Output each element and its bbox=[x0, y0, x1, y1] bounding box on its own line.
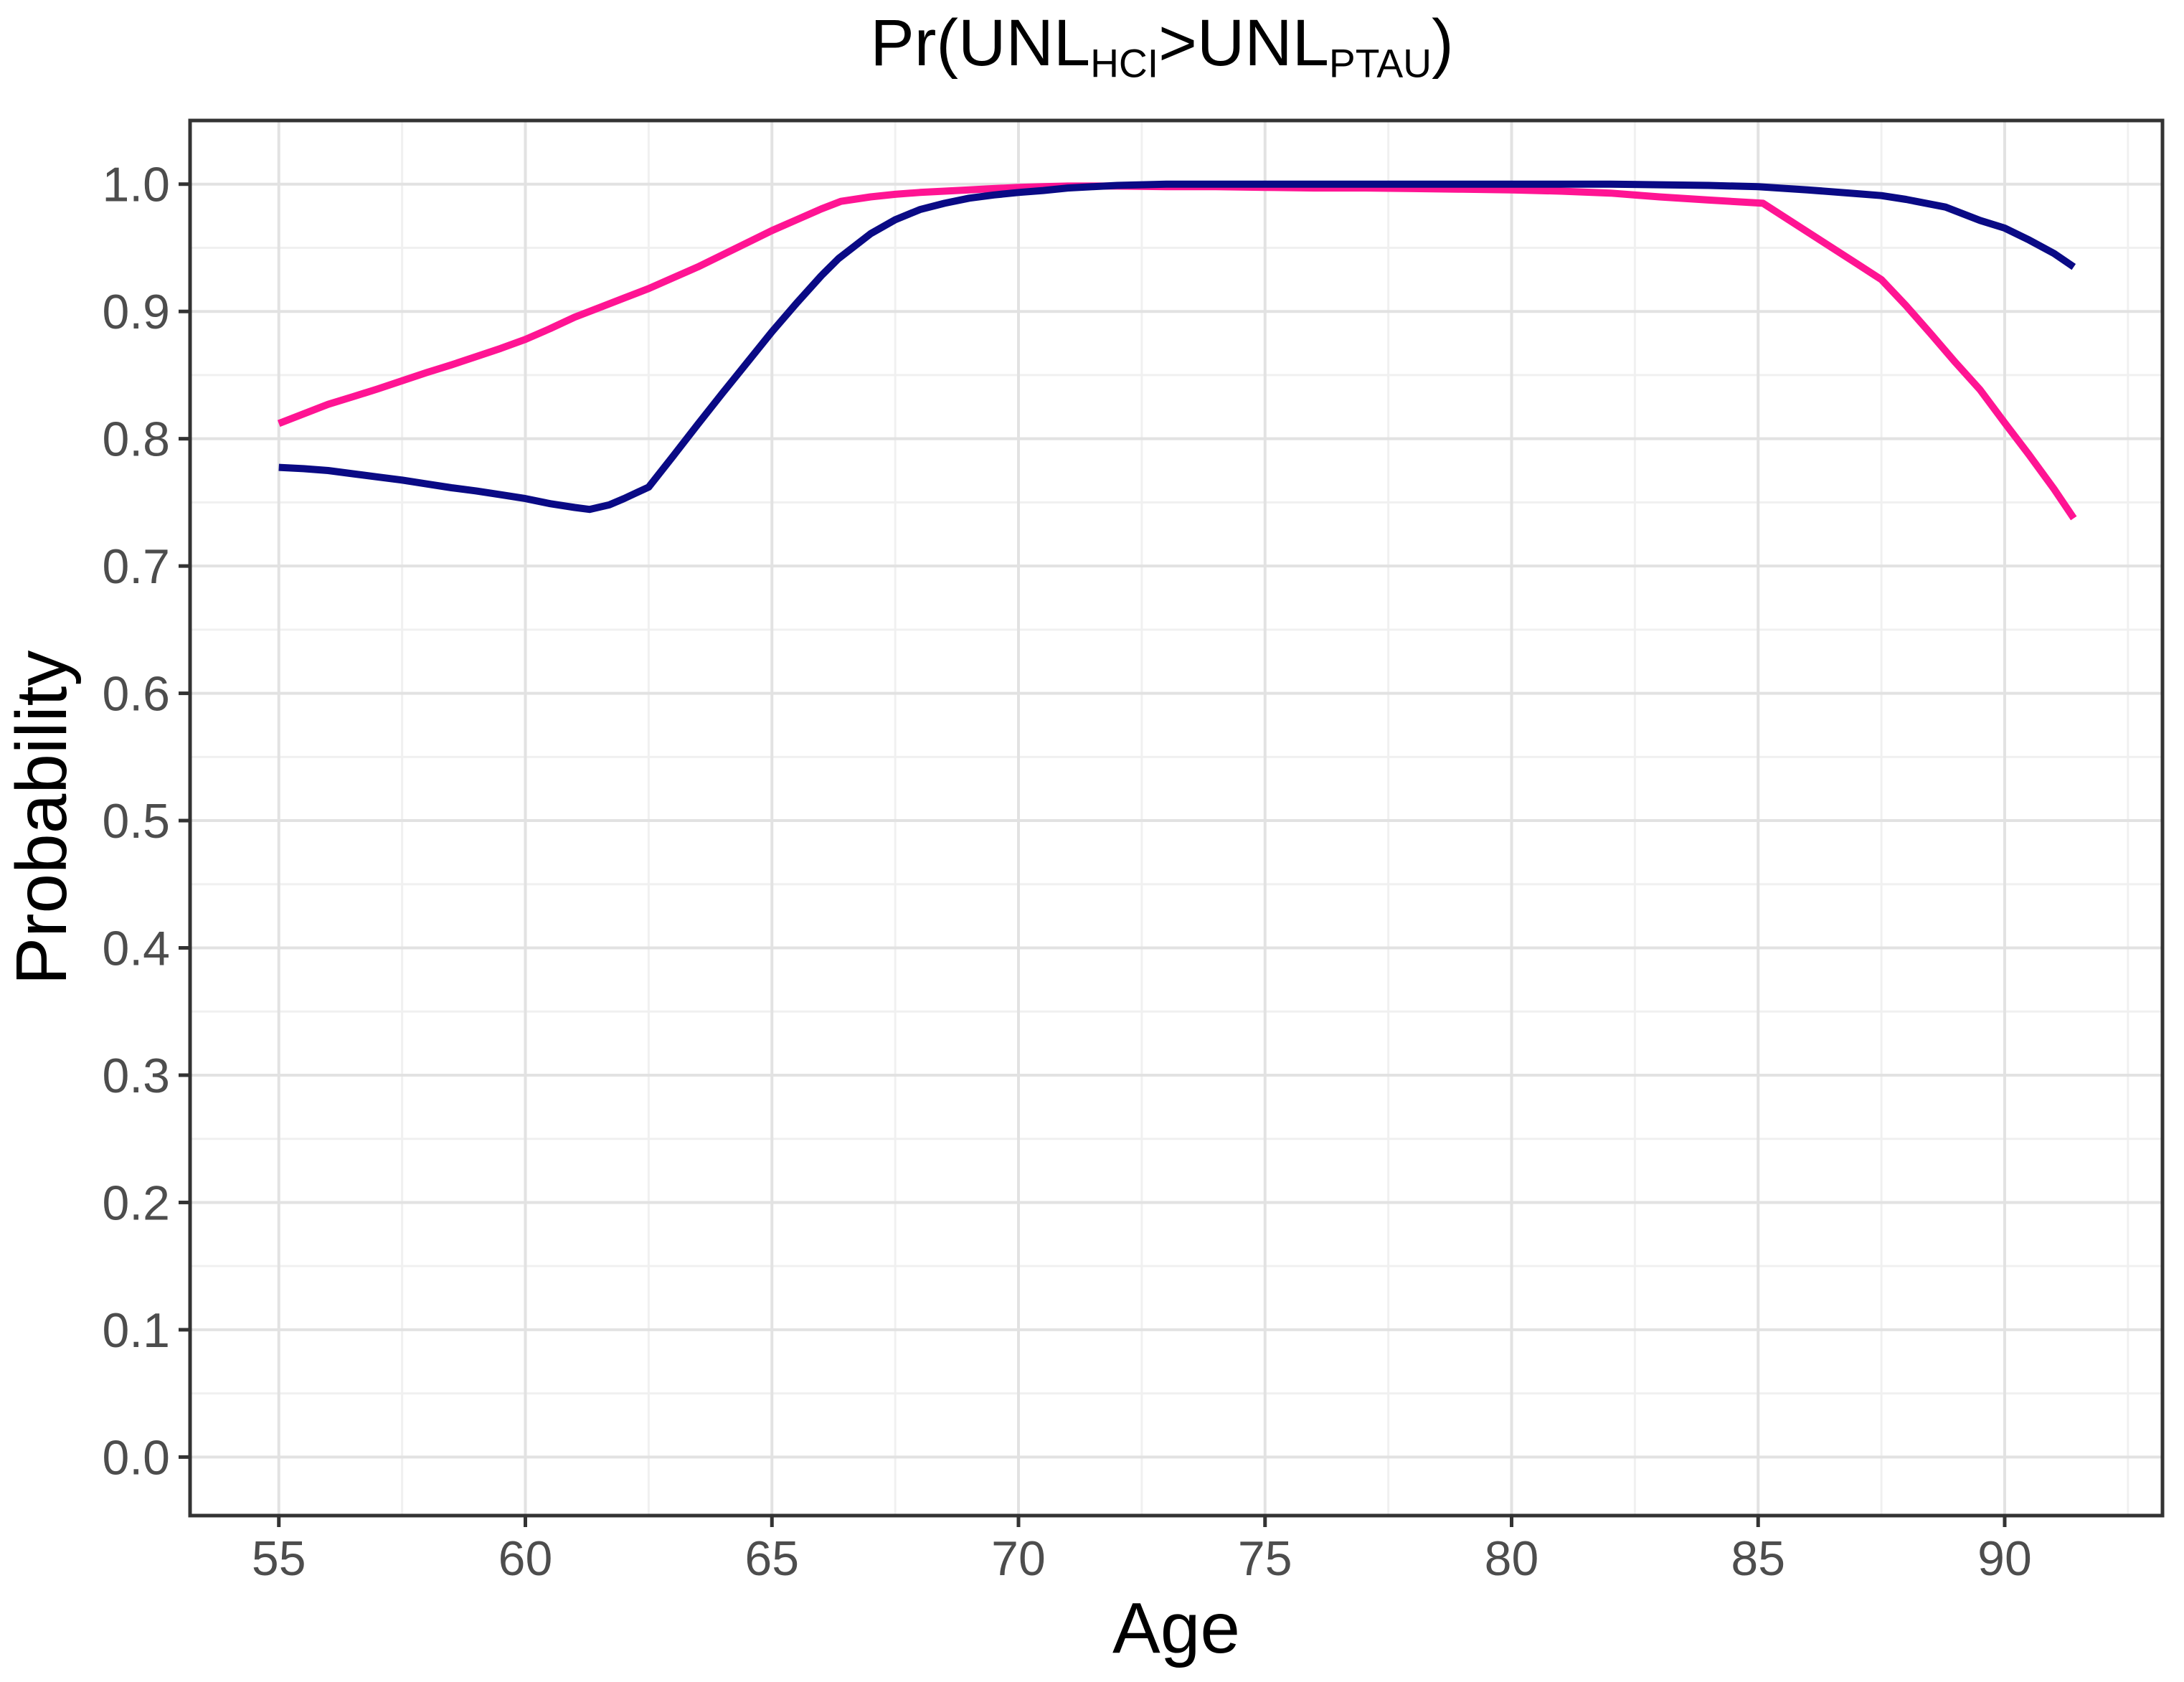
title-subscript: PTAU bbox=[1328, 41, 1432, 86]
chart-title: Pr(UNLHCI>UNLPTAU) bbox=[870, 9, 1453, 85]
series-navy-line bbox=[278, 180, 2076, 514]
x-tick-label: 55 bbox=[252, 1531, 306, 1586]
series-pink-line bbox=[277, 182, 2077, 521]
y-tick-label: 0.1 bbox=[102, 1303, 170, 1358]
y-tick-label: 0.4 bbox=[102, 922, 170, 976]
x-tick-label: 80 bbox=[1485, 1531, 1539, 1586]
x-tick-label: 90 bbox=[1977, 1531, 2032, 1586]
x-tick-label: 70 bbox=[991, 1531, 1046, 1586]
x-tick-label: 85 bbox=[1731, 1531, 1785, 1586]
y-tick-label: 0.9 bbox=[102, 285, 170, 339]
y-axis-title: Probability bbox=[1, 650, 82, 986]
title-subscript: HCI bbox=[1090, 41, 1159, 86]
y-tick-label: 0.2 bbox=[102, 1176, 170, 1230]
title-text: Pr(UNL bbox=[870, 6, 1091, 80]
y-tick-label: 0.6 bbox=[102, 667, 170, 722]
x-tick-label: 60 bbox=[498, 1531, 553, 1586]
panel-background bbox=[190, 121, 2162, 1516]
title-text: ) bbox=[1431, 6, 1454, 80]
y-tick-label: 0.3 bbox=[102, 1049, 170, 1103]
y-tick-label: 0.8 bbox=[102, 412, 170, 467]
y-tick-label: 1.0 bbox=[102, 158, 170, 212]
title-text: >UNL bbox=[1158, 6, 1329, 80]
x-tick-label: 75 bbox=[1238, 1531, 1292, 1586]
y-tick-label: 0.7 bbox=[102, 539, 170, 594]
y-tick-label: 0.5 bbox=[102, 794, 170, 849]
x-axis-title: Age bbox=[1112, 1588, 1240, 1668]
y-tick-label: 0.0 bbox=[102, 1430, 170, 1485]
panel-border bbox=[188, 118, 2165, 1518]
x-tick-label: 65 bbox=[744, 1531, 799, 1586]
